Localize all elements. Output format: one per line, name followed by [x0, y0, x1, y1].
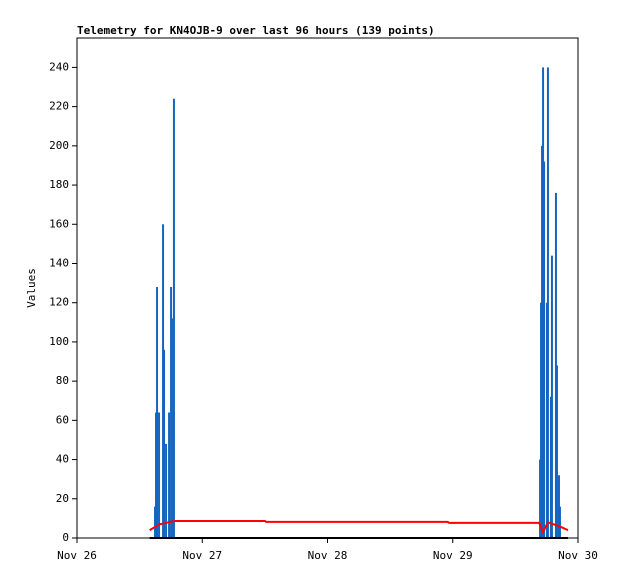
y-tick-label: 80 [56, 374, 69, 387]
bar [541, 145, 544, 538]
bar [554, 192, 557, 538]
y-tick-label: 40 [56, 453, 69, 466]
bar [154, 506, 157, 538]
y-tick-label: 160 [49, 217, 69, 230]
y-tick-label: 60 [56, 413, 69, 426]
bar [539, 459, 542, 538]
x-tick-label: Nov 26 [57, 549, 97, 562]
bar [158, 412, 161, 538]
y-tick-label: 180 [49, 178, 69, 191]
bar [165, 443, 168, 538]
bar [162, 224, 165, 538]
line [149, 519, 569, 535]
y-tick-label: 0 [62, 531, 69, 544]
bar [170, 318, 173, 538]
x-tick-label: Nov 29 [433, 549, 473, 562]
bar [550, 255, 553, 538]
bar [156, 287, 159, 538]
bar [543, 161, 546, 538]
bar [555, 365, 558, 538]
bar [155, 412, 158, 538]
x-tick-label: Nov 30 [558, 549, 598, 562]
bar [549, 396, 552, 538]
y-tick-label: 220 [49, 100, 69, 113]
bar [540, 302, 543, 538]
y-tick-label: 20 [56, 492, 69, 505]
x-tick-label: Nov 28 [308, 549, 348, 562]
y-tick-label: 240 [49, 60, 69, 73]
y-tick-label: 100 [49, 335, 69, 348]
y-tick-label: 200 [49, 139, 69, 152]
bar [557, 475, 560, 538]
y-tick-label: 120 [49, 296, 69, 309]
bar [546, 67, 549, 538]
bar [172, 98, 175, 539]
bar [558, 506, 561, 538]
bar [542, 67, 545, 538]
bar [168, 412, 171, 538]
y-axis-label: Values [25, 268, 38, 308]
chart-title: Telemetry for KN4OJB-9 over last 96 hour… [77, 24, 435, 37]
x-tick-label: Nov 27 [182, 549, 222, 562]
bar [163, 349, 166, 538]
bar [545, 302, 548, 538]
y-tick-label: 140 [49, 256, 69, 269]
